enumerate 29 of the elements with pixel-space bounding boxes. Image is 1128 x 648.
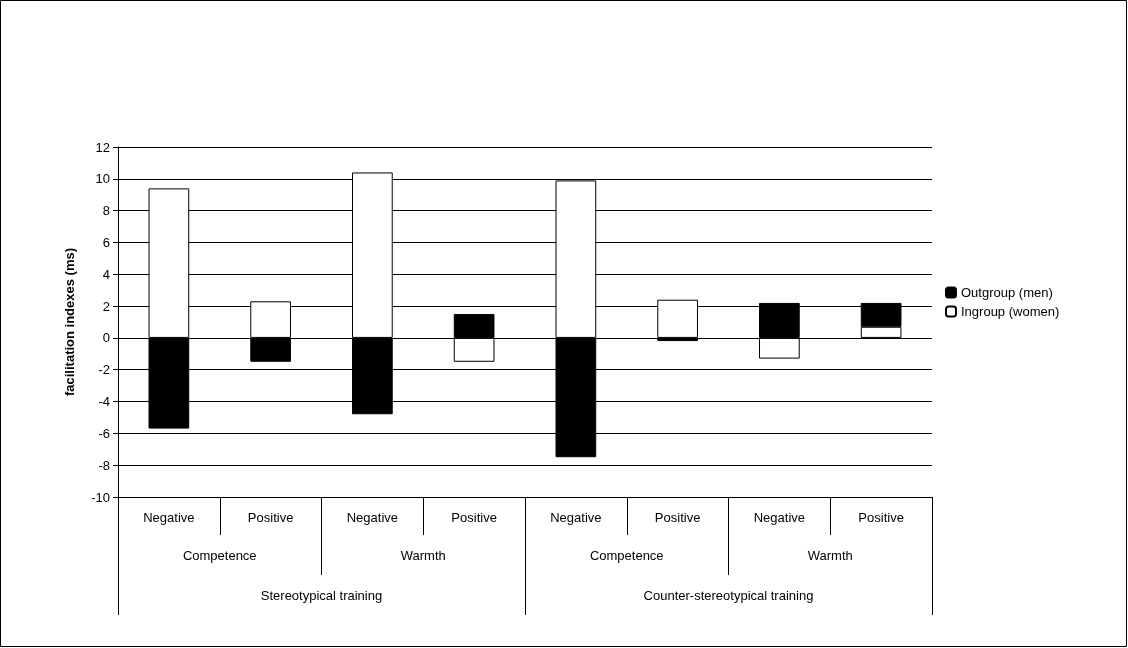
x-tick-label: Positive [654,510,701,525]
y-tick-label: 12 [95,139,110,155]
x-tick-label: Positive [858,510,904,525]
y-tick-label: 6 [102,234,110,250]
y-tick-label: -4 [98,394,110,410]
text: Stereotypical training [260,588,383,603]
text: Warmth [400,548,446,563]
y-tick-label: 10 [95,171,110,187]
y-tick-label: -2 [98,362,110,378]
y-tick-label: 4 [102,266,110,282]
y-tick-label: 2 [102,298,110,314]
y-tick-label: -8 [98,457,110,473]
text: Competence [182,548,257,563]
y-tick-label: -10 [91,489,110,505]
y-tick-label: -6 [98,425,110,441]
legend-label: Outgroup (men) [961,285,1053,300]
y-tick-label: 8 [102,203,110,219]
x-tick-label: Negative [550,510,602,525]
y-tick-label: 0 [102,330,110,346]
x-tick-label: Negative [753,510,806,525]
text: Competence [589,548,664,563]
text: Counter-stereotypical training [643,588,814,603]
text: Warmth [807,548,853,563]
x-tick-label: Positive [451,510,497,525]
y-axis-title: facilitation indexes (ms) [62,247,77,397]
legend-label: Ingroup (women) [961,304,1060,319]
x-tick-label: Negative [346,510,399,525]
x-tick-label: Negative [143,510,195,525]
x-tick-label: Positive [247,510,294,525]
